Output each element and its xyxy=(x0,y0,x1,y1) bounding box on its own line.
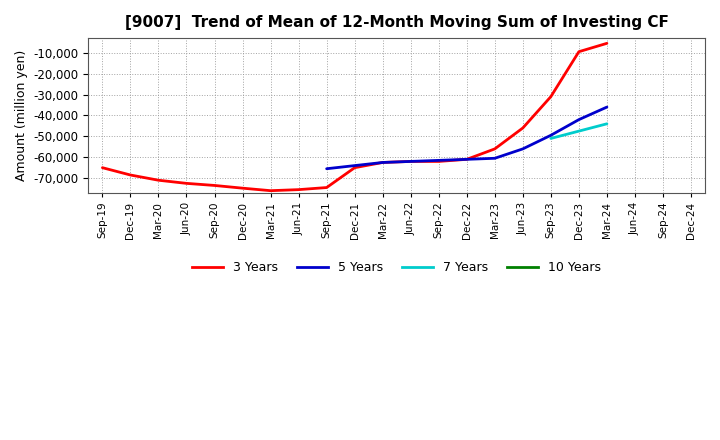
Legend: 3 Years, 5 Years, 7 Years, 10 Years: 3 Years, 5 Years, 7 Years, 10 Years xyxy=(187,257,606,279)
Y-axis label: Amount (million yen): Amount (million yen) xyxy=(15,50,28,181)
Title: [9007]  Trend of Mean of 12-Month Moving Sum of Investing CF: [9007] Trend of Mean of 12-Month Moving … xyxy=(125,15,669,30)
